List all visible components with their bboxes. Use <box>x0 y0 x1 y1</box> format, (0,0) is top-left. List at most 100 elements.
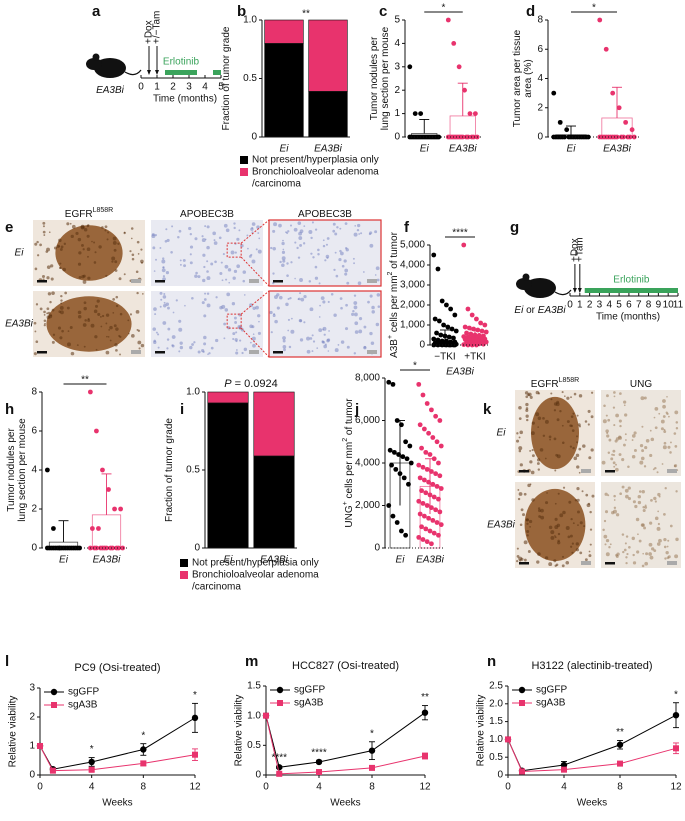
text-segment: UNG <box>630 379 652 390</box>
cell-nucleus <box>663 441 667 445</box>
panel-label: j <box>354 401 359 418</box>
cell-nucleus <box>663 545 667 549</box>
cell-nucleus <box>36 254 40 257</box>
cell-nucleus <box>76 344 79 347</box>
cell-nucleus <box>66 222 70 226</box>
data-point <box>479 328 485 334</box>
y-tick-label: 0 <box>251 132 257 143</box>
y-axis-label: Relative viability <box>8 696 19 768</box>
cell-nucleus <box>662 404 666 409</box>
text-segment: APOBEC3B <box>180 209 234 220</box>
cell-nucleus <box>531 449 534 452</box>
cell-nucleus <box>78 251 82 255</box>
data-point <box>449 326 455 332</box>
cell-nucleus <box>278 223 282 228</box>
data-point <box>424 503 430 508</box>
cell-nucleus <box>570 396 572 399</box>
significance: **** <box>452 228 468 239</box>
cell-nucleus <box>226 292 231 297</box>
cell-nucleus <box>618 453 622 457</box>
y-axis-label: UNG+ cells per mm2 of tumor <box>342 398 354 528</box>
cell-nucleus <box>608 438 612 442</box>
cell-nucleus <box>633 431 637 435</box>
cell-nucleus <box>606 394 609 398</box>
cell-nucleus <box>151 234 156 239</box>
cell-nucleus <box>93 309 98 314</box>
cell-nucleus <box>195 271 198 275</box>
cell-nucleus <box>318 316 321 318</box>
data-point <box>436 532 441 538</box>
cell-nucleus <box>57 326 62 330</box>
cell-nucleus <box>657 510 660 513</box>
cell-nucleus <box>644 506 648 509</box>
x-tick-label: Ei <box>59 555 69 566</box>
text-segment: Tumor nodules per <box>6 428 17 512</box>
cell-nucleus <box>60 245 64 249</box>
cell-nucleus <box>101 226 104 229</box>
data-point <box>437 418 443 423</box>
cell-nucleus <box>130 227 134 230</box>
cell-nucleus <box>44 322 46 325</box>
y-axis-label: Relative viability <box>476 695 487 767</box>
cell-nucleus <box>649 521 653 525</box>
cell-nucleus <box>130 237 133 240</box>
panel-label: l <box>5 653 9 670</box>
data-point <box>419 488 424 494</box>
cell-nucleus <box>206 260 209 263</box>
cell-nucleus <box>358 317 363 321</box>
cell-nucleus <box>317 248 320 252</box>
data-point <box>465 306 471 312</box>
cell-nucleus <box>619 492 622 496</box>
cell-nucleus <box>60 302 63 305</box>
cell-nucleus <box>118 277 122 281</box>
data-point <box>368 747 376 754</box>
cell-nucleus <box>287 230 290 233</box>
cell-nucleus <box>51 308 55 312</box>
text-segment: cells per mm <box>344 442 355 501</box>
data-point <box>585 134 591 140</box>
cell-nucleus <box>153 307 157 311</box>
panel-label: f <box>404 219 410 236</box>
cell-nucleus <box>281 263 285 268</box>
cell-nucleus <box>224 308 229 312</box>
cell-nucleus <box>282 339 286 343</box>
cell-nucleus <box>43 310 46 314</box>
cell-nucleus <box>632 553 635 557</box>
cell-nucleus <box>204 238 207 241</box>
scale-bar-box <box>249 279 259 283</box>
panel-label: a <box>92 3 101 20</box>
cell-nucleus <box>565 560 570 565</box>
cell-nucleus <box>123 273 126 276</box>
chart-title: H3122 (alectinib-treated) <box>531 660 652 672</box>
cell-nucleus <box>632 500 636 504</box>
cell-nucleus <box>640 396 645 401</box>
cell-nucleus <box>649 453 653 458</box>
cell-nucleus <box>82 248 85 251</box>
series-line <box>265 712 426 768</box>
scale-bar-box <box>367 350 377 354</box>
bar-segment <box>253 391 295 457</box>
cell-nucleus <box>658 412 661 415</box>
cell-nucleus <box>104 225 108 229</box>
cell-nucleus <box>636 550 640 554</box>
column-header: APOBEC3B <box>180 209 234 220</box>
cell-nucleus <box>554 469 557 472</box>
cell-nucleus <box>235 340 238 343</box>
cell-nucleus <box>332 222 336 226</box>
cell-nucleus <box>206 245 210 250</box>
cell-nucleus <box>576 465 580 469</box>
cell-nucleus <box>61 329 64 333</box>
cell-nucleus <box>663 430 667 434</box>
cell-nucleus <box>96 299 100 303</box>
data-point <box>438 522 444 528</box>
cell-nucleus <box>210 262 214 266</box>
y-axis-label: lung section per mouse <box>17 418 28 522</box>
cell-nucleus <box>553 559 557 563</box>
legend-label: /carcinoma <box>252 179 301 190</box>
cell-nucleus <box>639 460 644 465</box>
cell-nucleus <box>663 512 666 516</box>
cell-nucleus <box>115 295 119 299</box>
cell-nucleus <box>52 333 56 336</box>
cell-nucleus <box>634 504 638 509</box>
cell-nucleus <box>675 427 679 430</box>
